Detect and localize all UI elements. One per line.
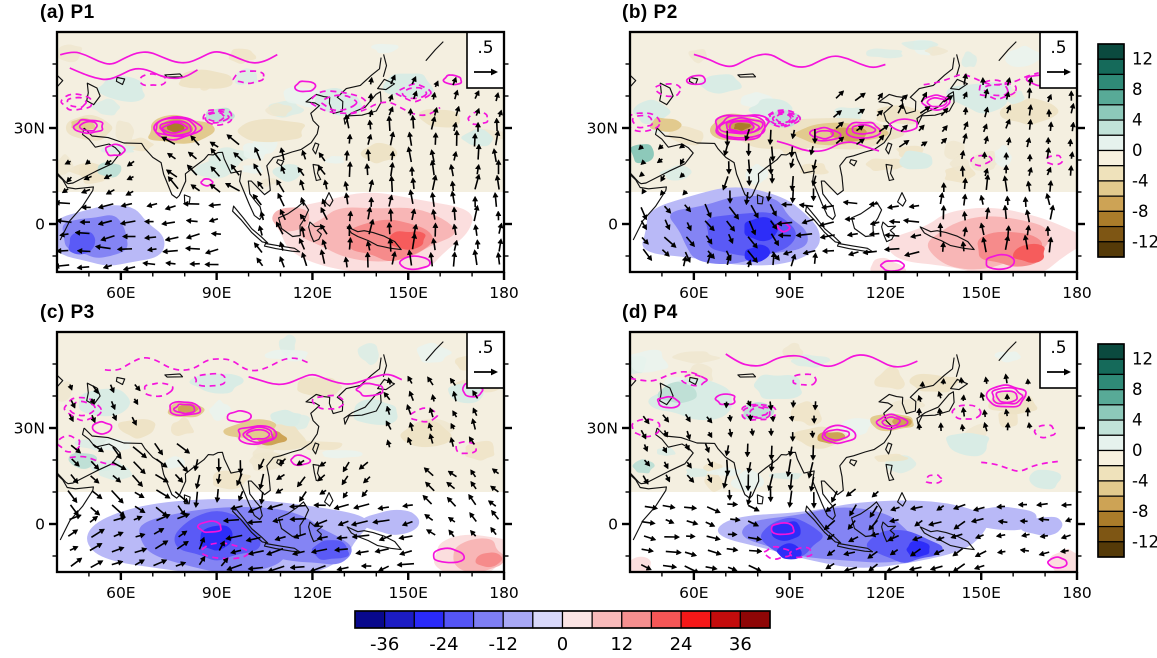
colorbar-tick-label: -4 [1132, 471, 1148, 490]
x-tick-label: 90E [775, 284, 805, 302]
ref-vector-label: .5 [1050, 38, 1066, 58]
colorbar-anomaly-lower: 12 8 4 0 -4 -8 -12 [1097, 343, 1157, 558]
colorbar-tick-label: 8 [1132, 380, 1143, 399]
colorbar-tick-label: 12 [610, 634, 633, 655]
x-tick-label: 180 [489, 284, 519, 302]
colorbar-tick-label: 12 [1132, 50, 1153, 69]
panel-title-a: (a) P1 [40, 2, 95, 23]
panel-c-ref-vector: .5 [466, 331, 505, 389]
panel-c-vectors [67, 375, 500, 572]
colorbar-tick-label: 0 [1132, 141, 1143, 160]
colorbar-tick-label: 12 [1132, 350, 1153, 369]
x-tick-label: 90E [202, 584, 232, 602]
x-tick-label: 150E [962, 284, 1001, 302]
y-tick-label: 0 [35, 216, 45, 234]
panel-a-vectors [57, 74, 504, 272]
panel-a-axes [49, 30, 512, 280]
panel-c: .5 60E 90E 120E 150E 180 30N 0 [14, 330, 519, 603]
panel-a: .5 60E 90E 120E 150E 180 30N 0 [14, 30, 519, 303]
colorbar-precip: -36 -24 -12 0 12 24 36 [354, 610, 771, 655]
panel-b: .5 60E 90E 120E 150E 180 30N 0 [587, 30, 1092, 303]
y-tick-label: 30N [587, 420, 618, 438]
colorbar-tick-label: -8 [1132, 502, 1148, 521]
panel-title-c: (c) P3 [40, 302, 95, 323]
panel-b-vectors [638, 72, 1076, 268]
panel-a-contours [59, 51, 489, 271]
y-tick-label: 0 [35, 516, 45, 534]
panel-title-d: (d) P4 [622, 302, 678, 323]
colorbar-tick-label: -4 [1132, 171, 1148, 190]
x-tick-label: 120E [866, 284, 905, 302]
x-tick-label: 90E [775, 584, 805, 602]
x-tick-label: 180 [1062, 284, 1092, 302]
colorbar-tick-label: 4 [1132, 411, 1143, 430]
panel-c-axis-labels: 60E 90E 120E 150E 180 30N 0 [14, 420, 519, 603]
x-tick-label: 60E [106, 584, 136, 602]
y-tick-label: 30N [14, 120, 45, 138]
panel-d-contours [630, 353, 1068, 569]
panel-d-coastlines [630, 341, 1017, 553]
ref-vector-label: .5 [477, 338, 493, 358]
x-tick-label: 120E [866, 584, 905, 602]
panel-d-vectors [640, 373, 1073, 572]
x-tick-label: 180 [489, 584, 519, 602]
ref-vector-label: .5 [1050, 338, 1066, 358]
panel-a-coastlines [57, 41, 444, 253]
panel-d: .5 60E 90E 120E 150E 180 30N 0 [587, 330, 1092, 603]
panel-b-map [630, 32, 1077, 272]
y-tick-label: 0 [608, 216, 618, 234]
colorbar-anomaly-upper: 12 8 4 0 -4 -8 -12 [1097, 43, 1157, 258]
panel-b-axis-labels: 60E 90E 120E 150E 180 30N 0 [587, 120, 1092, 303]
panel-c-contours [57, 356, 484, 564]
ref-vector-label: .5 [477, 38, 493, 58]
panel-c-axes [49, 330, 512, 580]
panel-b-axes [622, 30, 1085, 280]
x-tick-label: 150E [389, 584, 428, 602]
colorbar-tick-label: 36 [729, 634, 752, 655]
x-tick-label: 90E [202, 284, 232, 302]
x-tick-label: 180 [1062, 584, 1092, 602]
panel-a-axis-labels: 60E 90E 120E 150E 180 30N 0 [14, 120, 519, 303]
x-tick-label: 120E [293, 284, 332, 302]
panel-b-ref-vector: .5 [1039, 31, 1078, 89]
panel-b-coastlines [630, 41, 1017, 253]
panel-c-map [57, 332, 504, 572]
panel-d-map [630, 332, 1077, 572]
panel-d-axis-labels: 60E 90E 120E 150E 180 30N 0 [587, 420, 1092, 603]
y-tick-label: 30N [587, 120, 618, 138]
panel-title-b: (b) P2 [622, 2, 678, 23]
panel-a-ref-vector: .5 [466, 31, 505, 89]
y-tick-label: 30N [14, 420, 45, 438]
panel-d-ref-vector: .5 [1039, 331, 1078, 389]
colorbar-tick-label: 0 [557, 634, 568, 655]
x-tick-label: 60E [679, 584, 709, 602]
panel-c-coastlines [57, 341, 444, 553]
colorbar-tick-label: 4 [1132, 111, 1143, 130]
panel-d-axes [622, 330, 1085, 580]
colorbar-tick-label: -12 [1132, 232, 1157, 251]
colorbar-tick-label: -12 [489, 634, 518, 655]
y-tick-label: 0 [608, 516, 618, 534]
x-tick-label: 150E [389, 284, 428, 302]
colorbar-tick-label: -24 [429, 634, 458, 655]
panel-a-map [57, 32, 504, 272]
x-tick-label: 150E [962, 584, 1001, 602]
colorbar-tick-label: 24 [670, 634, 693, 655]
x-tick-label: 60E [106, 284, 136, 302]
colorbar-tick-label: -36 [370, 634, 399, 655]
colorbar-tick-label: 8 [1132, 80, 1143, 99]
colorbar-tick-label: -12 [1132, 532, 1157, 551]
x-tick-label: 120E [293, 584, 332, 602]
colorbar-tick-label: 0 [1132, 441, 1143, 460]
x-tick-label: 60E [679, 284, 709, 302]
colorbar-tick-label: -8 [1132, 202, 1148, 221]
